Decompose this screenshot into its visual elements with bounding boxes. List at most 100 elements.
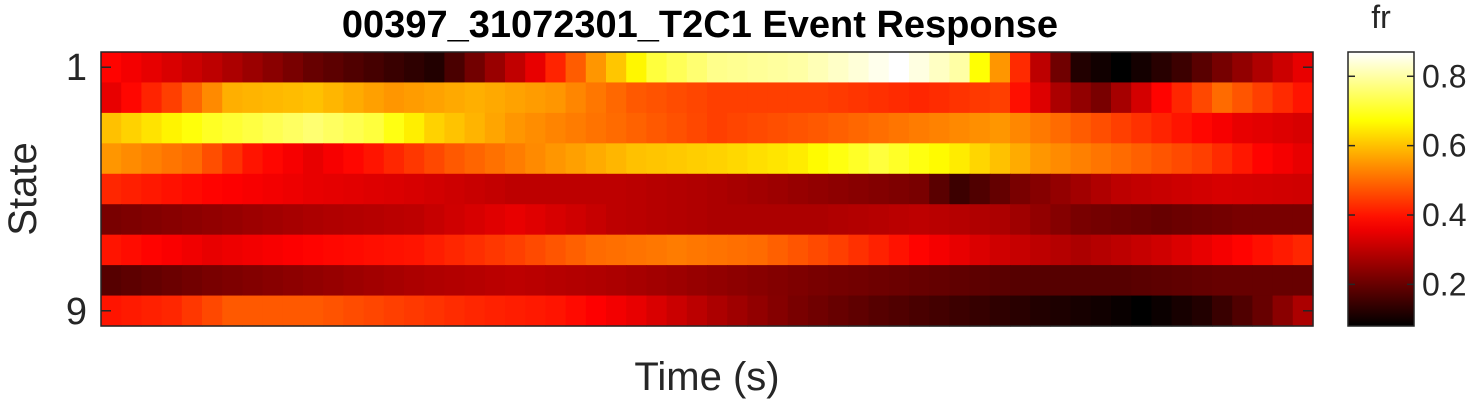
heatmap-cell	[1232, 112, 1253, 144]
heatmap-cell	[707, 173, 728, 205]
heatmap-cell	[161, 204, 183, 236]
heatmap-cell	[868, 173, 890, 205]
heatmap-cell	[121, 82, 142, 114]
heatmap-cell	[161, 173, 183, 205]
heatmap-cell	[424, 143, 445, 175]
heatmap-cell	[1252, 265, 1274, 297]
heatmap-cell	[1030, 112, 1051, 144]
heatmap-cell	[1212, 52, 1233, 84]
heatmap-cell	[1111, 295, 1132, 327]
heatmap-cell	[1111, 112, 1132, 144]
heatmap-cell	[545, 112, 567, 144]
heatmap-cell	[787, 204, 809, 236]
heatmap-cell	[202, 204, 223, 236]
heatmap-cell	[282, 204, 304, 236]
heatmap-cell	[1090, 82, 1112, 114]
heatmap-cell	[585, 204, 607, 236]
heatmap-cell	[808, 265, 829, 297]
heatmap-cell	[484, 234, 506, 266]
heatmap-cell	[1252, 173, 1274, 205]
heatmap-cell	[1232, 234, 1253, 266]
heatmap-cell	[929, 143, 950, 175]
heatmap-cell	[707, 204, 728, 236]
heatmap-cell	[666, 82, 688, 114]
heatmap-cell	[222, 295, 243, 327]
heatmap-cell	[222, 173, 243, 205]
plot-frame	[100, 51, 1314, 327]
heatmap-cell	[464, 265, 486, 297]
heatmap-cell	[282, 173, 304, 205]
heatmap-cell	[1191, 295, 1213, 327]
heatmap-cell	[303, 204, 324, 236]
heatmap-cell	[1050, 52, 1072, 84]
heatmap-cell	[929, 265, 950, 297]
heatmap-cell	[343, 173, 365, 205]
heatmap-cell	[1272, 173, 1294, 205]
colorbar	[1347, 51, 1415, 327]
heatmap-cell	[383, 173, 405, 205]
heatmap-cell	[1272, 112, 1294, 144]
heatmap-cell	[525, 82, 546, 114]
heatmap-cell	[666, 143, 688, 175]
heatmap-cell	[626, 173, 647, 205]
heatmap-cell	[282, 234, 304, 266]
heatmap-cell	[383, 112, 405, 144]
heatmap-cell	[646, 143, 668, 175]
heatmap-cell	[747, 265, 769, 297]
heatmap-cell	[323, 295, 344, 327]
heatmap-cell	[1030, 295, 1051, 327]
heatmap-cell	[909, 265, 930, 297]
heatmap-cell	[1070, 82, 1092, 114]
heatmap-cell	[323, 265, 344, 297]
heatmap-cell	[505, 112, 526, 144]
heatmap-cell	[868, 112, 890, 144]
heatmap-cell	[464, 295, 486, 327]
heatmap-cell	[484, 112, 506, 144]
heatmap-cell	[141, 265, 163, 297]
heatmap-cell	[464, 173, 486, 205]
heatmap-cell	[444, 143, 466, 175]
heatmap-cell	[383, 295, 405, 327]
colorbar-tick-label: 0.2	[1422, 266, 1466, 302]
heatmap-cell	[383, 143, 405, 175]
heatmap-cell	[888, 112, 910, 144]
heatmap-cell	[181, 173, 203, 205]
heatmap-cell	[121, 265, 142, 297]
heatmap-cell	[1131, 143, 1152, 175]
heatmap-cell	[707, 82, 728, 114]
heatmap-cell	[646, 82, 668, 114]
heatmap-cell	[1151, 234, 1173, 266]
heatmap-cell	[464, 204, 486, 236]
heatmap-cell	[1171, 143, 1193, 175]
heatmap-cell	[1191, 112, 1213, 144]
heatmap-cell	[949, 82, 971, 114]
heatmap-cell	[646, 234, 668, 266]
heatmap-cell	[1252, 112, 1274, 144]
heatmap-cell	[1272, 52, 1294, 84]
heatmap-cell	[808, 82, 829, 114]
heatmap-cell	[888, 204, 910, 236]
heatmap-cell	[787, 82, 809, 114]
heatmap-cell	[969, 52, 991, 84]
heatmap-cell	[242, 295, 264, 327]
heatmap-cell	[161, 295, 183, 327]
heatmap-cell	[1292, 82, 1314, 114]
heatmap-cell	[404, 204, 425, 236]
heatmap-cell	[1111, 173, 1132, 205]
heatmap-cell	[969, 295, 991, 327]
heatmap-cell	[363, 265, 385, 297]
heatmap-cell	[1090, 143, 1112, 175]
heatmap-cell	[808, 173, 829, 205]
heatmap-cell	[1070, 204, 1092, 236]
heatmap-cell	[1111, 265, 1132, 297]
heatmap-cell	[1191, 52, 1213, 84]
heatmap-cell	[545, 82, 567, 114]
heatmap-cell	[747, 82, 769, 114]
heatmap-cell	[1090, 295, 1112, 327]
heatmap-cell	[707, 52, 728, 84]
heatmap-cell	[626, 234, 647, 266]
heatmap-cell	[585, 265, 607, 297]
heatmap-cell	[848, 234, 870, 266]
heatmap-cell	[404, 173, 425, 205]
